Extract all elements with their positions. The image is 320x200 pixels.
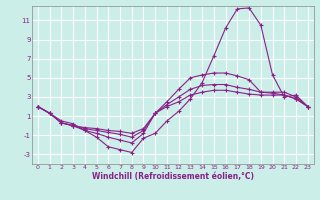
X-axis label: Windchill (Refroidissement éolien,°C): Windchill (Refroidissement éolien,°C) bbox=[92, 172, 254, 181]
